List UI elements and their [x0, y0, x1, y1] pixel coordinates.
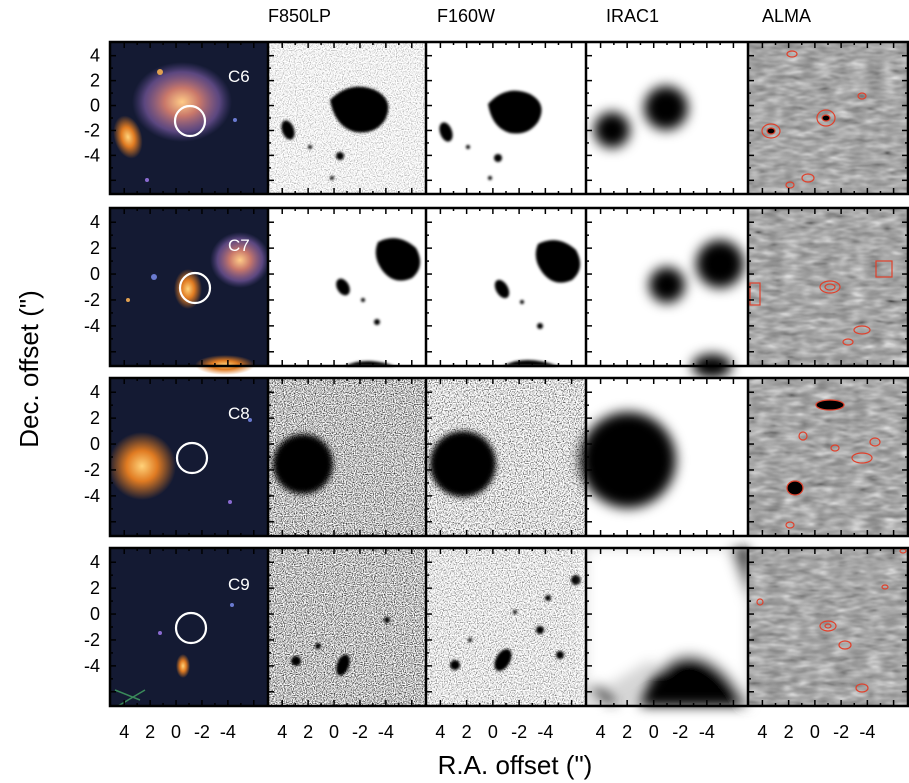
x-tick-label: 0 — [649, 722, 659, 742]
row-c9: C9 — [110, 548, 908, 707]
row-label-c8: C8 — [228, 404, 250, 423]
x-axis-label: R.A. offset (") — [438, 750, 593, 780]
panel-c6-alma — [748, 42, 908, 194]
row-c8: C8 — [108, 378, 908, 536]
y-tick-label: 0 — [90, 604, 100, 624]
panel-c8-color: C8 — [108, 378, 268, 536]
y-tick-label: -2 — [84, 290, 100, 310]
panel-c8-alma — [748, 378, 908, 536]
x-tick-label: 0 — [810, 722, 820, 742]
y-tick-label: 4 — [90, 212, 100, 232]
x-tick-label: 4 — [596, 722, 606, 742]
x-tick-label: -2 — [672, 722, 688, 742]
y-tick-label: 4 — [90, 382, 100, 402]
x-tick-label: -2 — [352, 722, 368, 742]
panel-c7-f850lp — [268, 208, 426, 366]
target-circle — [173, 104, 207, 138]
x-tick-label: -4 — [220, 722, 236, 742]
x-tick-label: -2 — [194, 722, 210, 742]
y-tick-label: 0 — [90, 264, 100, 284]
panel-c8-f160w — [426, 378, 586, 536]
x-tick-label: 2 — [303, 722, 313, 742]
x-tick-label: 4 — [757, 722, 767, 742]
column-header-f160w: F160W — [437, 6, 495, 26]
x-tick-label: 0 — [488, 722, 498, 742]
panel-c6-irac1 — [586, 42, 748, 194]
y-tick-label: 4 — [90, 46, 100, 66]
panel-c7-f160w — [426, 208, 586, 366]
y-tick-label: -2 — [84, 120, 100, 140]
panel-c9-alma — [748, 548, 908, 706]
column-header-f850lp: F850LP — [268, 6, 331, 26]
target-circle — [178, 271, 212, 305]
x-tick-label: 4 — [435, 722, 445, 742]
y-tick-labels: 4 2 0 -2 -4 4 2 0 -2 -4 4 2 0 -2 -4 4 2 0 -2 -4 — [84, 46, 100, 676]
y-tick-label: -2 — [84, 460, 100, 480]
x-tick-label: 2 — [622, 722, 632, 742]
row-label-c9: C9 — [228, 575, 250, 594]
panel-c6-color: C6 — [110, 42, 268, 194]
x-tick-label: -2 — [511, 722, 527, 742]
row-label-c7: C7 — [228, 236, 250, 255]
x-tick-label: -4 — [859, 722, 875, 742]
x-tick-label: -2 — [833, 722, 849, 742]
x-tick-labels: 4 4 4 4 42 2 2 2 20 0 0 0 0-2 -2 -2 -2 -2-4 -4 -4 -4 -4 — [119, 722, 875, 742]
panel-c7-irac1 — [586, 208, 748, 378]
panel-c8-f850lp — [268, 378, 426, 536]
x-tick-label: 0 — [171, 722, 181, 742]
y-axis-label: Dec. offset (") — [14, 290, 44, 448]
x-tick-label: 2 — [145, 722, 155, 742]
row-c6: C6 — [110, 42, 908, 194]
panel-c6-f850lp — [268, 42, 426, 194]
x-tick-label: 2 — [784, 722, 794, 742]
row-c7: C7 — [110, 208, 908, 378]
row-label-c6: C6 — [228, 67, 250, 86]
y-tick-label: -4 — [84, 486, 100, 506]
panel-c9-f850lp — [268, 548, 426, 706]
x-tick-label: 0 — [329, 722, 339, 742]
panel-c9-irac1 — [586, 548, 748, 706]
target-circle — [174, 611, 208, 645]
column-header-irac1: IRAC1 — [606, 6, 659, 26]
panel-c8-irac1 — [580, 378, 748, 536]
y-tick-label: -4 — [84, 656, 100, 676]
panel-c6-f160w — [426, 42, 586, 194]
x-tick-label: 4 — [277, 722, 287, 742]
x-tick-label: 4 — [119, 722, 129, 742]
x-tick-label: -4 — [378, 722, 394, 742]
y-tick-label: -4 — [84, 316, 100, 336]
y-tick-label: 0 — [90, 434, 100, 454]
x-tick-label: 2 — [462, 722, 472, 742]
y-tick-label: 2 — [90, 71, 100, 91]
y-tick-label: 0 — [90, 96, 100, 116]
panel-c7-color: C7 — [110, 208, 270, 375]
x-tick-label: -4 — [537, 722, 553, 742]
y-tick-label: 2 — [90, 578, 100, 598]
panel-c9-f160w — [426, 548, 586, 706]
target-circle — [175, 441, 209, 475]
panel-c7-alma — [748, 208, 908, 366]
x-tick-label: -4 — [699, 722, 715, 742]
y-tick-label: -4 — [84, 145, 100, 165]
panel-frames — [108, 40, 909, 708]
y-tick-label: 2 — [90, 408, 100, 428]
panel-c9-color: C9 — [110, 548, 268, 707]
y-tick-label: 2 — [90, 238, 100, 258]
column-header-alma: ALMA — [762, 6, 811, 26]
y-tick-label: 4 — [90, 552, 100, 572]
y-tick-label: -2 — [84, 630, 100, 650]
